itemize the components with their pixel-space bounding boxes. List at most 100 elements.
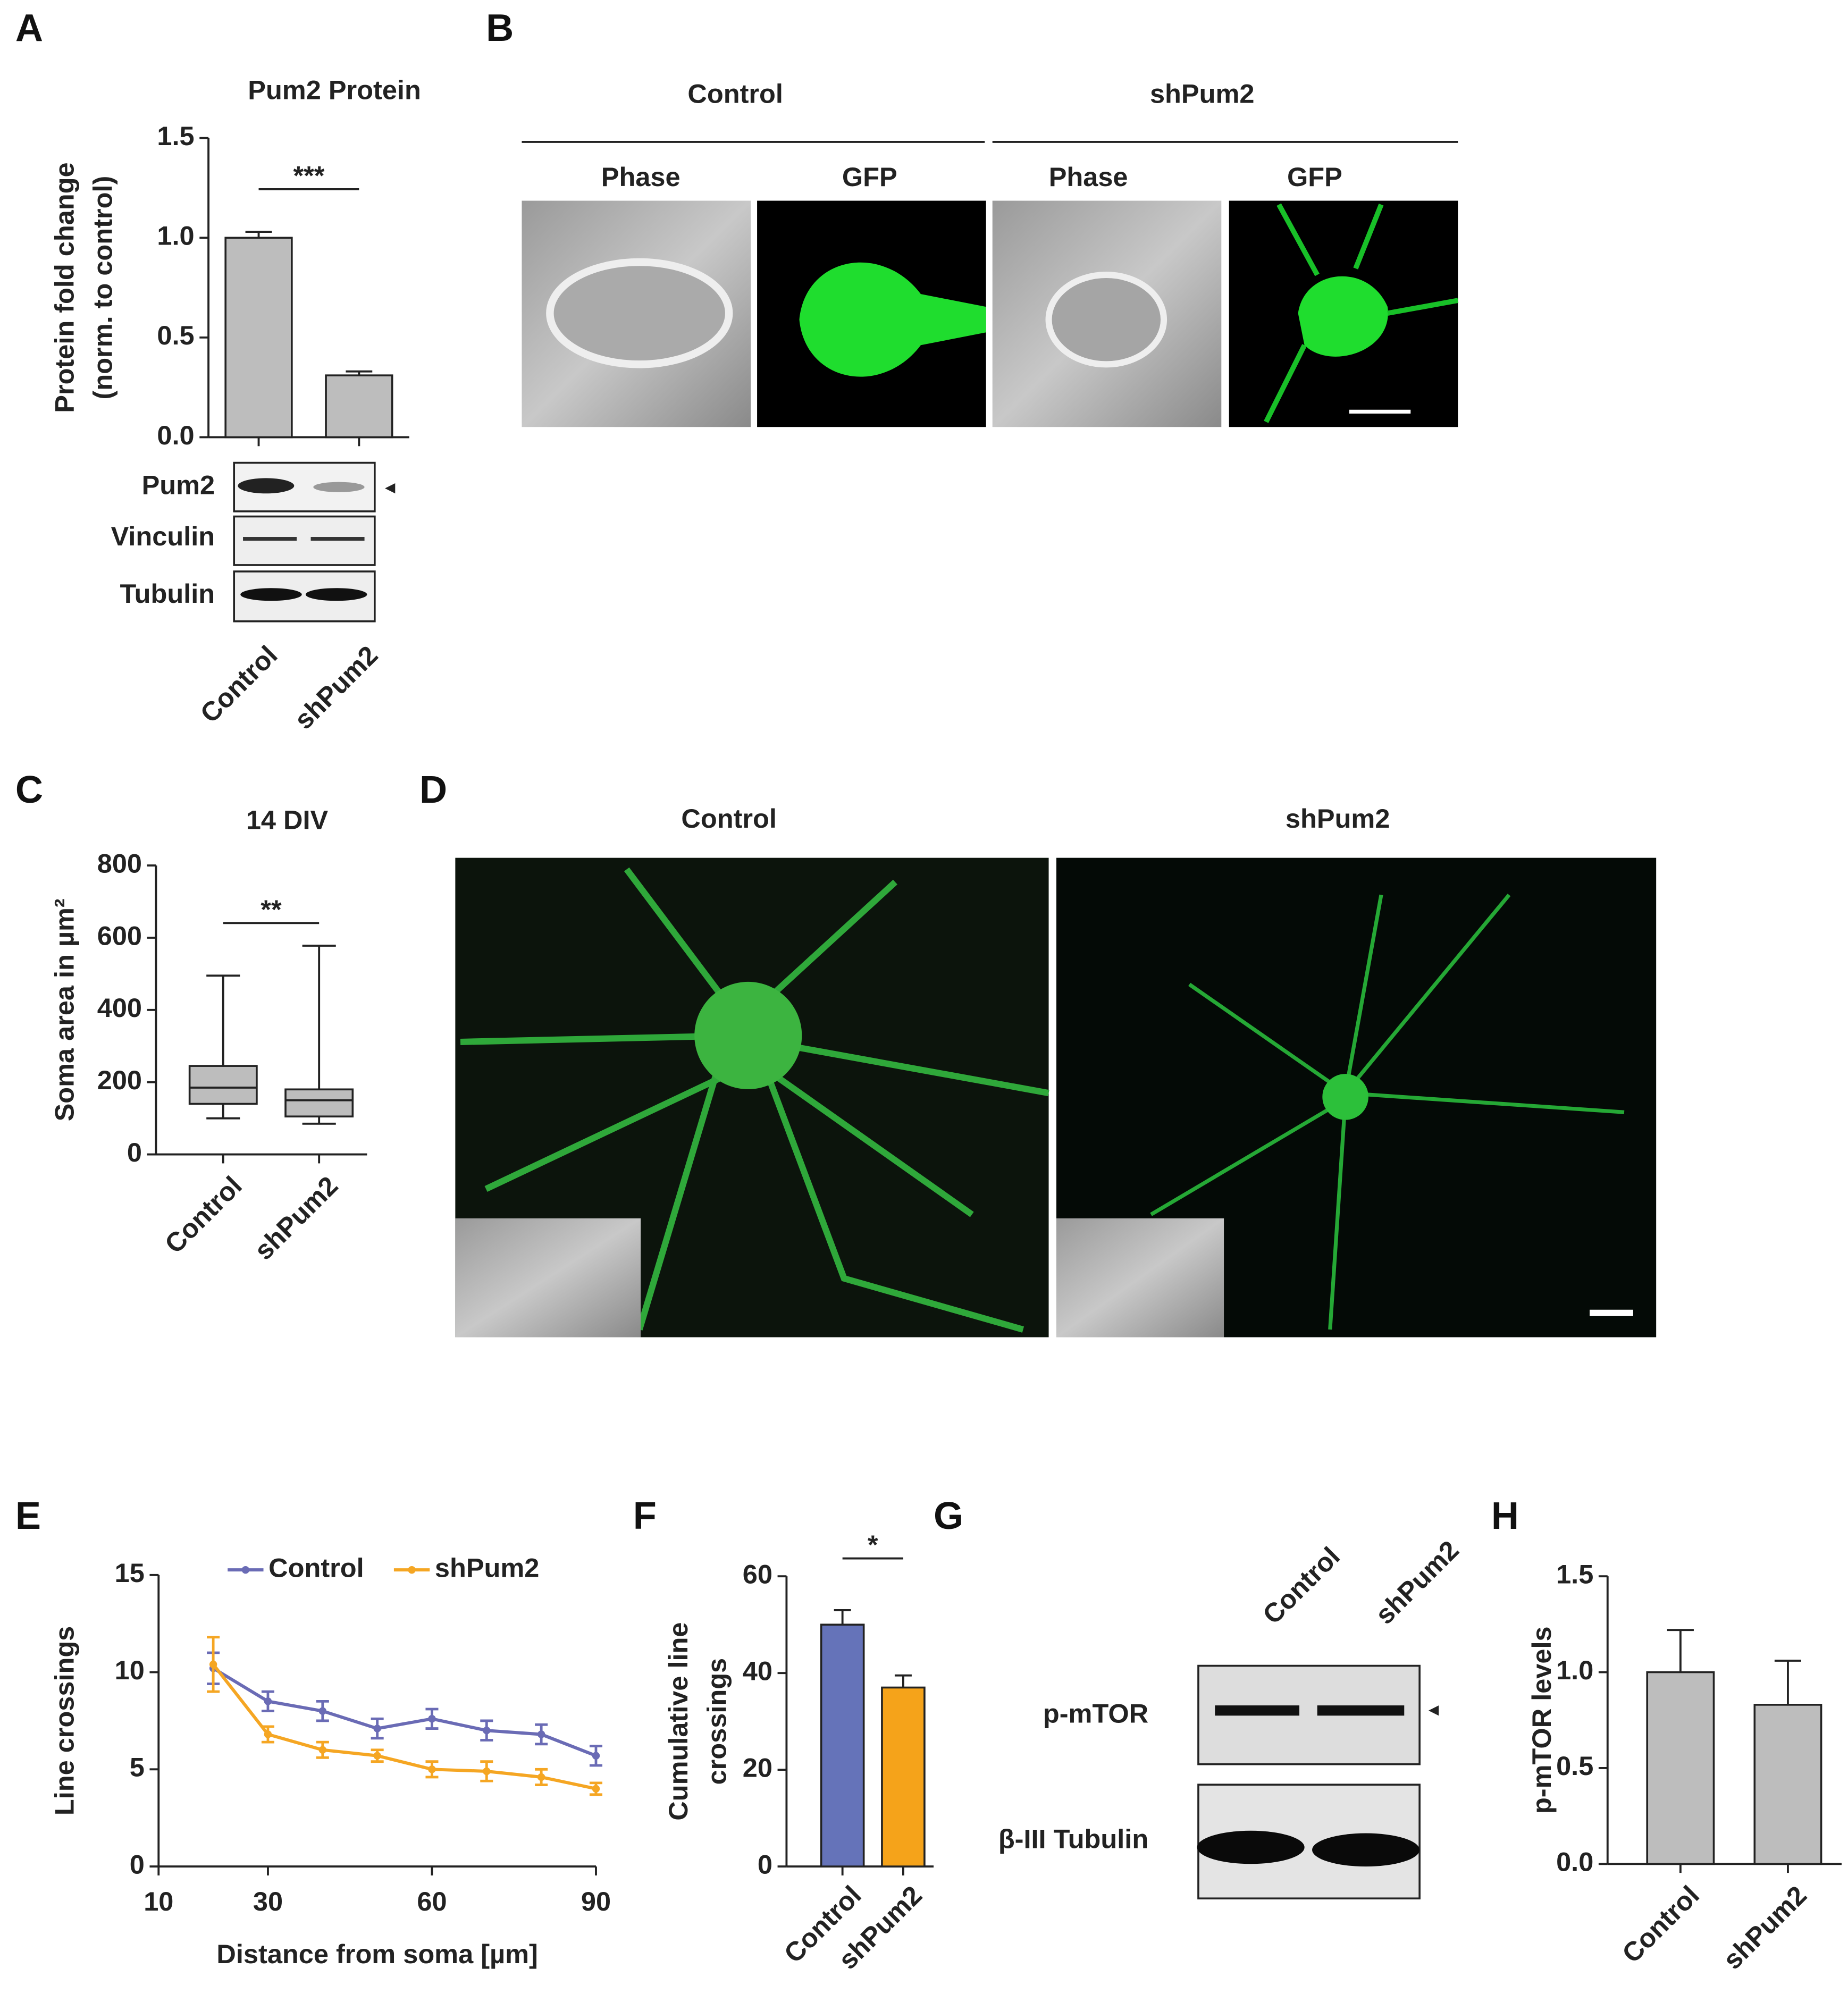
y-axis-label: Line crossings — [49, 1626, 79, 1815]
line — [212, 1663, 597, 1790]
y-tick-label: 60 — [743, 1559, 772, 1589]
error-bar — [245, 231, 272, 238]
x-tick-label: shPum2 — [1717, 1880, 1812, 1975]
blot-label: Pum2 — [142, 470, 215, 500]
point — [592, 1752, 600, 1760]
line — [212, 1667, 597, 1757]
bar — [881, 1686, 926, 1868]
y-tick-label: 15 — [115, 1558, 145, 1588]
y-tick-label: 40 — [743, 1655, 772, 1686]
x-tick-label: Control — [1616, 1880, 1705, 1969]
column-label: Phase — [601, 162, 681, 192]
column-label: Phase — [1049, 162, 1128, 192]
panel-label: D — [419, 769, 447, 811]
y-tick-label: 0.0 — [157, 420, 194, 450]
column-label: Control — [681, 803, 777, 834]
bar — [1753, 1704, 1822, 1865]
y-axis-label: Soma area in µm² — [49, 898, 79, 1121]
legend-swatch — [408, 1566, 416, 1574]
error-bar — [894, 1674, 912, 1688]
western-blot — [233, 461, 396, 623]
x-tick-label: 30 — [253, 1886, 283, 1916]
legend-swatch — [241, 1566, 250, 1574]
y-tick-label: 1.0 — [157, 221, 194, 251]
micrographs — [455, 857, 1657, 1338]
error-bar — [346, 370, 373, 376]
bar — [325, 374, 393, 439]
chart-title: Pum2 Protein — [248, 74, 421, 105]
x-tick-label: 10 — [144, 1886, 173, 1916]
group-label: Control — [687, 79, 783, 109]
legend-label: Control — [268, 1553, 364, 1583]
x-tick-label: Control — [159, 1170, 248, 1259]
x-tick-label: shPum2 — [288, 640, 383, 735]
column-label: shPum2 — [1369, 1535, 1464, 1630]
whisker — [302, 944, 336, 1125]
y-tick-label: 800 — [97, 848, 142, 878]
point — [483, 1726, 491, 1735]
y-tick-label: 1.5 — [1556, 1559, 1593, 1589]
group-label: shPum2 — [1150, 79, 1254, 109]
point — [592, 1785, 600, 1793]
western-blot — [1197, 1664, 1439, 1900]
y-axis-label: crossings — [701, 1658, 732, 1785]
x-tick-label: Control — [194, 640, 283, 728]
significance-label: ** — [261, 894, 282, 924]
panel-label: G — [934, 1495, 963, 1537]
legend-label: shPum2 — [435, 1553, 539, 1583]
significance-label: * — [868, 1529, 878, 1560]
y-tick-label: 20 — [743, 1752, 772, 1782]
box — [284, 1088, 354, 1118]
y-axis-label: p-mTOR levels — [1526, 1626, 1557, 1814]
point — [537, 1773, 545, 1781]
panel-label: H — [1491, 1495, 1519, 1537]
panel-label: E — [15, 1495, 41, 1537]
blot-label: Tubulin — [120, 578, 215, 609]
whisker — [206, 974, 240, 1120]
column-label: shPum2 — [1286, 803, 1390, 834]
y-tick-label: 1.5 — [157, 121, 194, 151]
y-tick-label: 0 — [758, 1849, 772, 1879]
x-tick-label: 60 — [417, 1886, 447, 1916]
x-tick-label: 90 — [581, 1886, 611, 1916]
column-label: Control — [1257, 1541, 1346, 1630]
bar — [1646, 1671, 1715, 1865]
panel-label: A — [15, 7, 43, 49]
error-bar — [834, 1609, 851, 1625]
significance-label: *** — [293, 161, 324, 191]
blot-label: β-III Tubulin — [998, 1823, 1148, 1854]
y-tick-label: 0.5 — [157, 320, 194, 350]
panel-label: F — [633, 1495, 657, 1537]
x-tick-label: shPum2 — [248, 1170, 343, 1265]
point — [537, 1730, 545, 1738]
bar — [224, 237, 293, 439]
point — [318, 1707, 327, 1715]
point — [373, 1725, 381, 1732]
error-bar — [1774, 1659, 1802, 1705]
point — [264, 1697, 272, 1705]
point — [264, 1730, 272, 1738]
chart-title: 14 DIV — [246, 805, 329, 835]
y-tick-label: 0.5 — [1556, 1751, 1593, 1781]
y-tick-label: 10 — [115, 1655, 145, 1685]
y-tick-label: 1.0 — [1556, 1655, 1593, 1685]
blot-label: p-mTOR — [1043, 1698, 1148, 1729]
point — [483, 1767, 491, 1776]
point — [209, 1660, 217, 1669]
y-axis-label: Cumulative line — [663, 1622, 693, 1821]
y-axis-label: Protein fold change — [49, 162, 79, 413]
panel-label: C — [15, 769, 43, 811]
y-axis-label: (norm. to control) — [88, 176, 118, 400]
y-tick-label: 0 — [130, 1849, 145, 1879]
column-label: GFP — [842, 162, 897, 192]
y-tick-label: 200 — [97, 1065, 142, 1095]
error-bar — [1667, 1629, 1694, 1672]
y-tick-label: 5 — [130, 1752, 145, 1782]
box — [188, 1065, 258, 1105]
point — [373, 1752, 381, 1760]
blot-label: Vinculin — [111, 521, 215, 551]
point — [318, 1746, 327, 1754]
y-tick-label: 400 — [97, 992, 142, 1023]
y-tick-label: 0.0 — [1556, 1847, 1593, 1877]
